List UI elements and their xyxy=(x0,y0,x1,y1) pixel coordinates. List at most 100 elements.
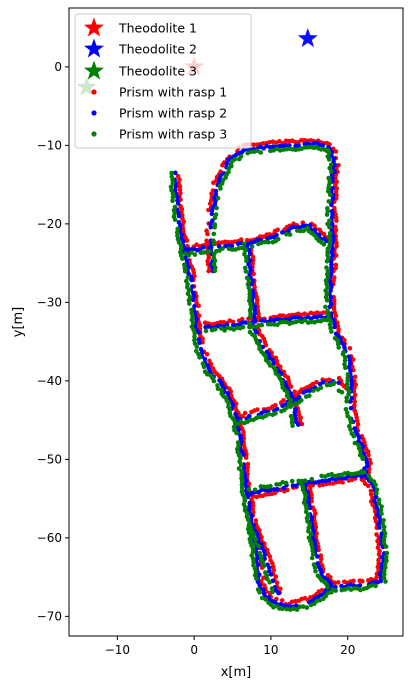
legend-entry-label: Prism with rasp 2 xyxy=(119,106,227,121)
prism-point xyxy=(256,322,262,328)
prism-point xyxy=(252,307,257,313)
prism-point xyxy=(333,313,339,319)
prism-point xyxy=(257,414,262,420)
prism-point xyxy=(380,521,386,527)
prism-point xyxy=(256,311,261,316)
prism-point xyxy=(244,255,249,260)
prism-point xyxy=(261,563,267,569)
prism-point xyxy=(247,321,252,326)
prism-point xyxy=(211,251,217,257)
prism-point xyxy=(374,505,379,510)
prism-point xyxy=(327,224,332,230)
prism-point xyxy=(299,398,304,403)
prism-point xyxy=(255,532,260,538)
prism-point xyxy=(355,421,361,427)
prism-point xyxy=(190,320,196,326)
prism-point xyxy=(328,582,334,587)
prism-point xyxy=(245,465,250,470)
legend-box xyxy=(74,13,252,149)
prism-point xyxy=(302,318,308,323)
prism-point xyxy=(343,476,348,481)
prism-point xyxy=(216,240,221,245)
legend: Theodolite 1 Theodolite 2 Theodolite 3 Pris… xyxy=(74,13,252,149)
prism-point xyxy=(265,484,270,490)
prism-point xyxy=(292,389,298,395)
prism-point xyxy=(213,212,219,217)
x-tick-label: 10 xyxy=(263,643,278,657)
prism-point xyxy=(313,524,319,530)
prism-point xyxy=(307,522,313,527)
prism-point xyxy=(374,491,379,496)
prism-point xyxy=(270,589,275,595)
prism-point xyxy=(244,258,249,264)
prism-point xyxy=(238,462,244,468)
prism-point xyxy=(324,317,330,323)
prism-point xyxy=(316,232,322,238)
prism-point xyxy=(376,501,382,506)
prism-point xyxy=(208,224,214,230)
prism-point xyxy=(243,269,249,274)
prism-point xyxy=(334,218,339,223)
prism-point xyxy=(384,558,389,564)
prism-point xyxy=(186,253,191,258)
prism-point xyxy=(296,143,301,148)
prism-point xyxy=(374,487,380,492)
prism-point xyxy=(312,538,317,543)
prism-point xyxy=(382,534,387,540)
prism-point xyxy=(170,194,176,200)
prism-point xyxy=(331,278,336,284)
prism-point xyxy=(241,241,247,247)
prism-point xyxy=(269,586,275,591)
prism-point xyxy=(362,469,367,475)
prism-point xyxy=(339,389,345,395)
prism-point xyxy=(332,298,337,303)
prism-point xyxy=(351,433,357,439)
prism-point xyxy=(320,143,326,148)
prism-point xyxy=(243,265,248,271)
prism-point xyxy=(321,242,327,247)
prism-point xyxy=(290,423,295,429)
prism-point xyxy=(299,421,305,427)
prism-point xyxy=(239,469,244,474)
prism-point xyxy=(335,338,340,343)
prism-point xyxy=(243,455,249,460)
prism-point xyxy=(262,408,267,414)
legend-entry-label: Prism with rasp 1 xyxy=(119,85,227,100)
prism-point xyxy=(179,232,185,238)
prism-point xyxy=(251,559,256,565)
prism-point xyxy=(336,345,342,350)
legend-entry-label: Prism with rasp 3 xyxy=(119,127,227,142)
legend-star-marker xyxy=(84,17,104,37)
prism-point xyxy=(368,488,374,494)
legend-star-marker xyxy=(84,38,104,58)
theodolite-marker xyxy=(297,28,318,48)
prism-point xyxy=(376,521,382,527)
prism-point xyxy=(315,554,320,559)
prism-point xyxy=(226,401,231,406)
prism-point xyxy=(241,452,246,457)
y-tick-label: −10 xyxy=(37,138,62,152)
prism-point xyxy=(247,413,252,419)
prism-point xyxy=(379,554,385,560)
prism-point xyxy=(284,231,289,237)
prism-point xyxy=(253,576,259,581)
prism-point xyxy=(365,449,371,454)
prism-point xyxy=(374,532,379,537)
prism-point xyxy=(277,138,282,144)
prism-point xyxy=(280,230,285,235)
prism-point xyxy=(313,568,318,574)
prism-point xyxy=(277,482,283,487)
prism-point xyxy=(248,258,253,263)
prism-point xyxy=(300,220,306,225)
prism-point xyxy=(309,515,315,520)
prism-point xyxy=(313,511,318,517)
prism-point xyxy=(202,356,208,362)
prism-point xyxy=(259,595,265,601)
prism-point xyxy=(248,417,253,423)
prism-point xyxy=(275,227,281,233)
prism-point xyxy=(178,190,183,196)
prism-point xyxy=(201,364,207,370)
prism-point xyxy=(376,561,382,566)
prism-point xyxy=(340,480,345,485)
prism-point xyxy=(224,161,229,166)
